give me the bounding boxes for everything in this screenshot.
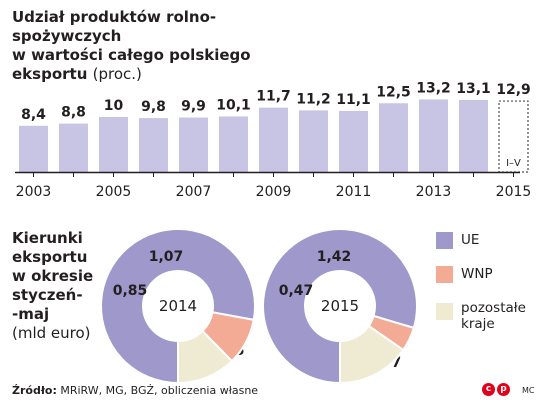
bar-2015	[498, 100, 529, 173]
logo-p: p	[497, 383, 510, 396]
bar-value-label: 11,2	[296, 91, 331, 107]
bar-partial-note: I–V	[506, 158, 521, 169]
legend-swatch-ue	[436, 232, 453, 249]
x-tick-label: 2009	[256, 184, 292, 200]
bar-2010	[299, 110, 328, 172]
bar-2011	[339, 110, 368, 172]
bar-value-label: 11,7	[256, 89, 291, 105]
legend-label-wnp: WNP	[461, 266, 493, 282]
bar-value-label: 12,9	[496, 82, 531, 98]
donut-title-unit: (mld euro)	[12, 324, 91, 342]
donut-center-label: 2015	[321, 297, 359, 315]
donut-slice-2014-2	[177, 329, 234, 384]
bar-2006	[139, 118, 168, 172]
donut-title-line-2: eksportu	[12, 248, 88, 266]
donut-chart-title: Kierunki eksportu w okresie styczeń- -ma…	[12, 229, 112, 343]
source-prefix: Źródło:	[12, 384, 57, 397]
bar-value-label: 13,1	[456, 81, 491, 97]
bar-2004	[59, 123, 88, 172]
bar-value-label: 13,2	[416, 80, 451, 96]
donut-title-line-5: -maj	[12, 305, 50, 323]
donut-center-label: 2014	[159, 297, 197, 315]
x-tick-label: 2005	[96, 184, 132, 200]
bar-value-label: 11,1	[336, 92, 371, 108]
legend-label-other: pozostałe kraje	[461, 300, 526, 332]
title-line-1: Udział produktów rolno-spożywczych	[12, 8, 217, 45]
legend-swatch-wnp	[436, 266, 453, 283]
bar-2009	[259, 107, 288, 172]
source-note: Źródło: MRiRW, MG, BGŻ, obliczenia własn…	[12, 384, 258, 397]
x-tick-label: 2007	[176, 184, 212, 200]
donut-value-label: 1,42	[317, 249, 352, 265]
bar-value-label: 9,8	[141, 99, 166, 115]
logo-c: c	[482, 383, 495, 396]
legend-label-ue: UE	[461, 232, 480, 248]
x-tick-label: 2011	[336, 184, 372, 200]
bar-value-label: 9,9	[181, 99, 206, 115]
source-text: MRiRW, MG, BGŻ, obliczenia własne	[56, 384, 259, 397]
donut-title-line-3: w okresie	[12, 267, 94, 285]
chart-title: Udział produktów rolno-spożywczych w war…	[12, 8, 312, 84]
title-line-3-text: eksportu	[12, 65, 88, 83]
bar-chart: 8,4 8,8 10 9,8 9,9 10,1 11,7 11,2 11,1 12,5 13,2 13…	[15, 80, 532, 200]
donut-value-label: 1,07	[149, 249, 184, 265]
donut-value-label: 0,85	[113, 283, 148, 299]
bar-2007	[179, 117, 208, 172]
title-line-2: w wartości całego polskiego	[12, 46, 251, 64]
bar-2005	[99, 117, 128, 172]
author-initials: MC	[522, 386, 535, 395]
bar-2003	[19, 125, 48, 172]
donut-value-label: 0,47	[279, 283, 314, 299]
bar-value-label: 8,8	[61, 105, 86, 121]
bar-2013	[419, 99, 448, 172]
bar-2012	[379, 103, 408, 172]
x-tick-label: 2015	[496, 184, 532, 200]
bar-2008	[219, 116, 248, 172]
bar-value-label: 8,4	[21, 107, 46, 123]
donut-title-line-4: styczeń-	[12, 286, 83, 304]
bar-value-label: 12,5	[376, 84, 411, 100]
legend-swatch-other	[436, 303, 453, 320]
title-line-3: eksportu (proc.)	[12, 65, 312, 84]
bar-value-label: 10	[104, 98, 124, 114]
bar-2014	[459, 99, 488, 172]
x-tick-label: 2013	[416, 184, 452, 200]
bar-value-label: 10,1	[216, 97, 251, 113]
donut-title-line-1: Kierunki	[12, 229, 83, 247]
donut-slice-2014-0	[100, 228, 256, 384]
x-tick-label: 2003	[16, 184, 52, 200]
donut-slice-2015-0	[262, 228, 418, 384]
donut-slice-2015-2	[339, 324, 405, 384]
title-unit: (proc.)	[92, 65, 142, 83]
